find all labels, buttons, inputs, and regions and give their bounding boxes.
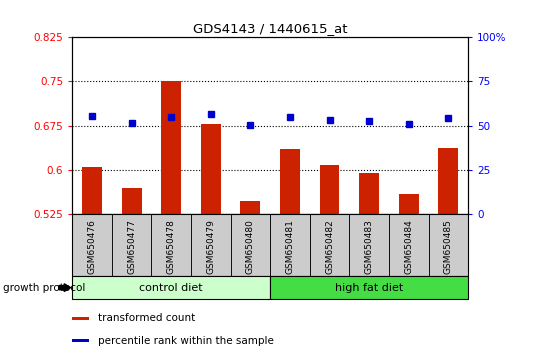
Bar (122, 188, 141, 214)
Bar (399, 194, 419, 214)
Bar (72, 214, 112, 276)
Bar (270, 214, 310, 276)
Bar (310, 214, 349, 276)
Bar (191, 214, 231, 276)
Text: growth protocol: growth protocol (3, 282, 85, 293)
Text: GSM650480: GSM650480 (246, 219, 255, 274)
Bar (439, 148, 458, 214)
Bar (82, 167, 102, 214)
Text: control diet: control diet (140, 282, 203, 293)
Text: GSM650479: GSM650479 (207, 219, 215, 274)
Bar (72, 339, 89, 342)
Bar (72, 276, 270, 299)
Text: GSM650478: GSM650478 (167, 219, 175, 274)
Bar (429, 214, 468, 276)
Text: GSM650484: GSM650484 (404, 219, 413, 274)
Bar (241, 201, 261, 214)
Text: GSM650482: GSM650482 (325, 219, 334, 274)
Bar (72, 316, 89, 320)
Text: high fat diet: high fat diet (335, 282, 403, 293)
Bar (280, 149, 300, 214)
Text: GSM650477: GSM650477 (127, 219, 136, 274)
Title: GDS4143 / 1440615_at: GDS4143 / 1440615_at (193, 22, 347, 35)
Bar (201, 124, 221, 214)
Bar (162, 81, 181, 214)
Bar (360, 173, 379, 214)
Text: GSM650476: GSM650476 (88, 219, 96, 274)
Bar (112, 214, 151, 276)
Text: GSM650483: GSM650483 (365, 219, 373, 274)
Text: GSM650481: GSM650481 (286, 219, 294, 274)
Bar (320, 165, 340, 214)
Bar (151, 214, 191, 276)
Text: GSM650485: GSM650485 (444, 219, 453, 274)
Text: transformed count: transformed count (98, 313, 195, 323)
Bar (349, 214, 389, 276)
Bar (389, 214, 429, 276)
Bar (231, 214, 270, 276)
Bar (270, 276, 468, 299)
Text: percentile rank within the sample: percentile rank within the sample (98, 336, 274, 346)
